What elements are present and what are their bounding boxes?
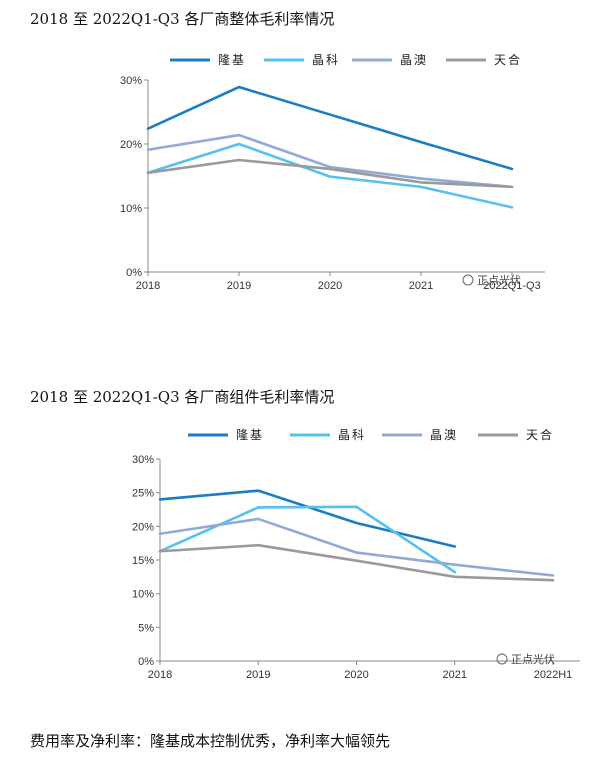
- chart1-title: 2018 至 2022Q1-Q3 各厂商整体毛利率情况: [30, 10, 335, 28]
- y-tick-label: 30%: [132, 454, 154, 466]
- y-tick-label: 30%: [120, 75, 142, 87]
- x-tick-label: 2019: [227, 280, 251, 292]
- series-line: [158, 489, 457, 548]
- legend-label: 天合: [494, 52, 522, 67]
- y-tick-label: 10%: [132, 589, 154, 601]
- legend-label: 晶科: [338, 428, 366, 442]
- chart1-overall-margin: 隆基 晶科 晶澳 天合 0% 10% 20% 30% 2018 2019 2020 2021 2022Q…: [120, 52, 545, 292]
- series-line: [146, 85, 514, 171]
- legend-label: 隆基: [218, 52, 246, 67]
- watermark-text: 正点光伏: [477, 273, 521, 287]
- watermark: 正点光伏: [462, 273, 521, 287]
- series-line: [146, 158, 514, 189]
- x-tick-label: 2019: [246, 669, 270, 681]
- x-tick-label: 2018: [136, 280, 160, 292]
- series-line: [158, 517, 555, 577]
- y-tick-label: 0%: [126, 267, 142, 279]
- legend-label: 隆基: [236, 427, 264, 442]
- y-tick-label: 15%: [132, 555, 154, 567]
- chart2-module-margin: 隆基 晶科 晶澳 天合 0% 5% 10% 15% 20% 25% 30% 2018 2019 2020 2…: [132, 427, 580, 681]
- y-tick-label: 10%: [120, 203, 142, 215]
- x-tick-label: 2018: [148, 669, 172, 681]
- legend-label: 晶澳: [400, 53, 428, 67]
- watermark: 正点光伏: [496, 652, 555, 666]
- x-tick-label: 2021: [443, 669, 467, 681]
- series-line: [146, 133, 514, 189]
- footer-text: 费用率及净利率：隆基成本控制优秀，净利率大幅领先: [30, 732, 391, 750]
- legend: 隆基 晶科 晶澳 天合: [188, 427, 554, 442]
- x-tick-label: 2021: [409, 280, 433, 292]
- series-line: [158, 505, 457, 574]
- x-tick-label: 2020: [344, 669, 368, 681]
- y-tick-label: 20%: [132, 521, 154, 533]
- series-line: [146, 142, 514, 209]
- y-tick-label: 0%: [138, 656, 154, 668]
- watermark-icon: [496, 653, 508, 665]
- watermark-icon: [462, 274, 474, 286]
- legend-label: 晶科: [312, 53, 340, 67]
- legend-label: 晶澳: [430, 428, 458, 442]
- chart2-title: 2018 至 2022Q1-Q3 各厂商组件毛利率情况: [30, 388, 335, 406]
- x-tick-label: 2020: [318, 280, 342, 292]
- watermark-text: 正点光伏: [511, 652, 555, 666]
- series-line: [158, 543, 555, 582]
- legend-label: 天合: [526, 427, 554, 442]
- y-tick-label: 25%: [132, 488, 154, 500]
- x-tick-label: 2022Q1-Q3: [483, 280, 540, 292]
- y-tick-label: 20%: [120, 139, 142, 151]
- legend: 隆基 晶科 晶澳 天合: [170, 52, 522, 67]
- y-tick-label: 5%: [138, 622, 154, 634]
- x-tick-label: 2022H1: [534, 669, 573, 681]
